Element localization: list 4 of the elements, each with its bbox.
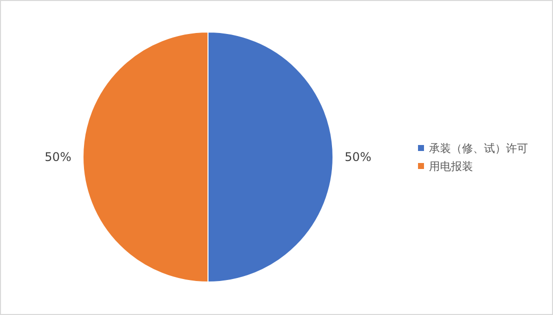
data-label: 50% — [44, 150, 72, 164]
legend-label: 承装（修、试）许可 — [429, 142, 528, 155]
legend-label: 用电报装 — [429, 160, 473, 173]
data-label: 50% — [344, 150, 372, 164]
